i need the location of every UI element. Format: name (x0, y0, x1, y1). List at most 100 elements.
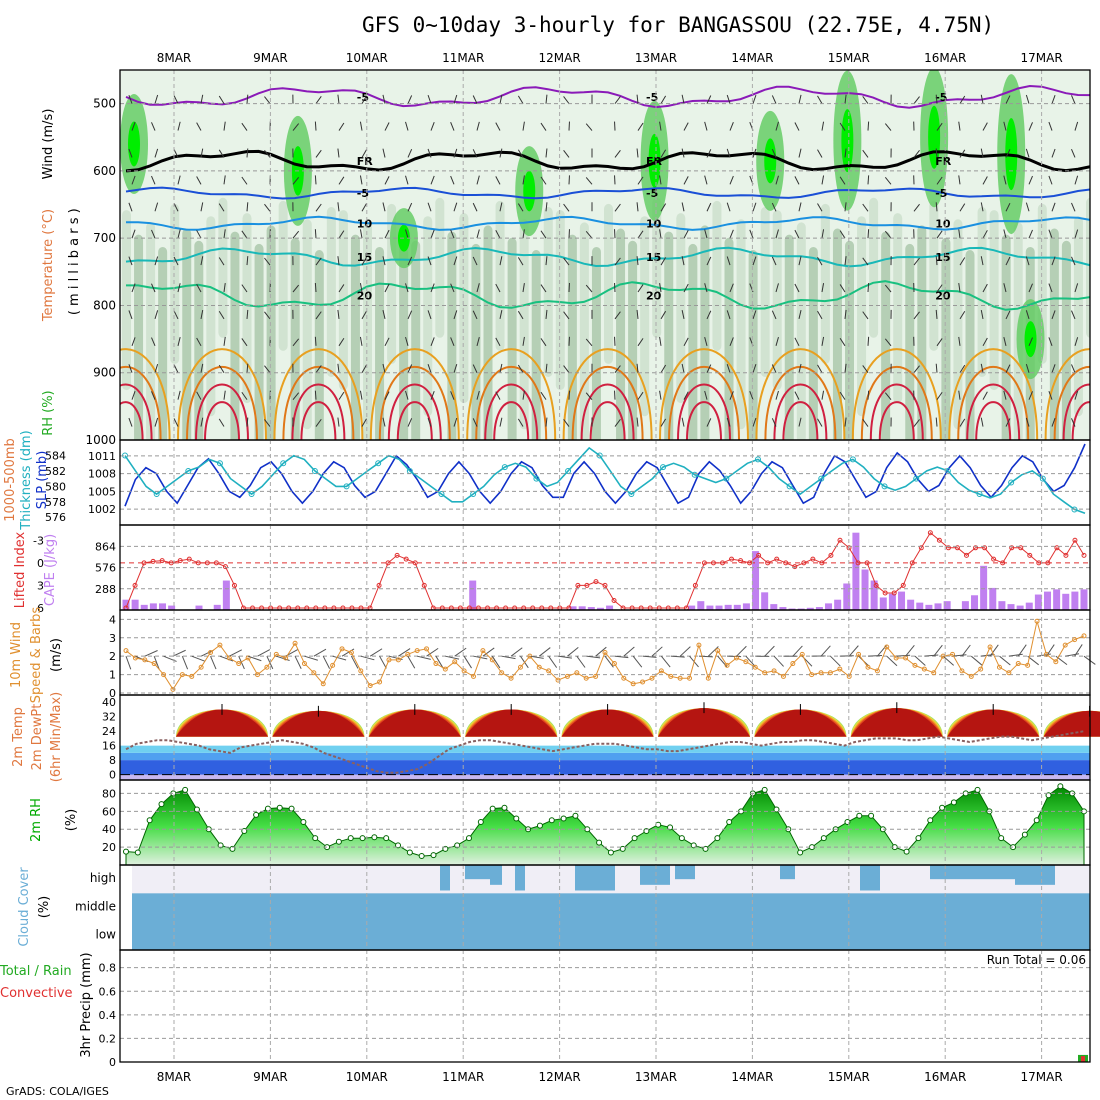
temp-tick-label: 24 (102, 725, 116, 738)
wind-barb (315, 149, 322, 158)
wind-barb (540, 338, 547, 347)
wind-barb (775, 283, 779, 293)
wind-barb (982, 283, 988, 293)
wind-speed-point (611, 661, 617, 667)
wind-barb (398, 648, 411, 657)
wind-barb (752, 417, 757, 427)
li-tick-label: -3 (33, 534, 44, 547)
wind-speed-point (1006, 670, 1012, 676)
wind-barb (1048, 229, 1053, 239)
wind-barb (576, 655, 586, 668)
cape-bar (606, 605, 614, 610)
wind-barb (1051, 417, 1056, 427)
rh2m-point (134, 849, 141, 856)
cloud-row-label: high (90, 871, 116, 885)
wind-barb (614, 96, 621, 104)
cape-bar (998, 601, 1006, 610)
wind-barb (1025, 202, 1030, 212)
rh-shading (194, 240, 204, 440)
slp-tick-label: 1008 (88, 468, 116, 481)
warm-isotherm (668, 366, 740, 440)
precip-axis-label: 3hr Precip (mm) (79, 952, 94, 1057)
wind-barb (817, 149, 823, 158)
wind-barb (729, 229, 734, 239)
wind-barb (844, 256, 847, 266)
wind-barb (958, 283, 961, 293)
wind-barb (128, 310, 133, 320)
wind-speed-point (658, 668, 664, 674)
wind-barb (337, 256, 340, 266)
warm-isotherm (773, 383, 828, 440)
thickness-point (660, 464, 667, 471)
wind-speed-point (348, 650, 354, 655)
rh-shading (314, 250, 324, 440)
wind-barb (817, 310, 823, 320)
wind-barb (196, 337, 202, 347)
wind-barb (681, 202, 685, 212)
wind-barb (1048, 175, 1053, 185)
rh2m-point (915, 835, 922, 842)
cloud-legend-label: Cloud Cover (17, 867, 32, 947)
wind-barb (359, 175, 363, 185)
wind-barb (246, 148, 249, 158)
wind-barb (862, 418, 869, 427)
wind-speed-point (339, 646, 345, 652)
wind-barb (246, 202, 249, 212)
thickness-tick-label: 582 (45, 465, 66, 478)
wind-barb (453, 364, 458, 373)
wind-barb (430, 175, 435, 185)
rh2m-point (643, 828, 650, 834)
rh-shading (977, 207, 987, 377)
wind-barb (241, 284, 248, 293)
wind-barb (862, 203, 869, 212)
wind-barb (151, 283, 156, 293)
rh-legend-label: 2m RH (29, 798, 44, 842)
wind-barb (501, 655, 516, 660)
wind-barb (407, 149, 413, 158)
lifted-index-point (394, 552, 400, 558)
wind-barb (660, 149, 667, 158)
wind-barb (958, 336, 961, 346)
cape-bar (122, 599, 130, 610)
warm-isotherm (291, 383, 346, 440)
wind-barb (704, 229, 708, 239)
wind-barb (314, 175, 317, 185)
wind-barb (1028, 283, 1033, 293)
wind-barb (264, 419, 271, 427)
wind-barb (683, 176, 689, 185)
rh2m-point (678, 835, 685, 842)
day-label-top: 14MAR (731, 51, 773, 65)
day-label-bottom: 11MAR (442, 1070, 484, 1084)
wind-barb (246, 94, 249, 104)
day-label-top: 10MAR (346, 51, 388, 65)
wind-speed-point (752, 664, 758, 670)
wind-barb (314, 336, 317, 346)
wind-barb (844, 148, 847, 158)
wind-barb (1025, 417, 1030, 427)
wind-speed-point (564, 673, 570, 679)
wind-tick-label: 0 (109, 687, 116, 700)
rh-shading (808, 246, 818, 440)
rh-shading (917, 225, 927, 440)
wind-barb (338, 176, 345, 185)
wind-barb (545, 417, 548, 427)
warm-isotherm (948, 348, 1039, 440)
wind-speed-point (987, 644, 993, 650)
series-slp (124, 443, 1086, 507)
wind-speed-point (649, 675, 655, 681)
wind-speed-point (367, 683, 373, 689)
wind-barb (495, 391, 501, 400)
rh-bright-area (128, 121, 140, 167)
rh2m-point (773, 806, 780, 813)
thickness-point (849, 456, 856, 463)
wind-barb (970, 655, 983, 666)
wind-speed-point (461, 668, 467, 674)
rh2m-point (927, 817, 934, 824)
isotherm-label: 20 (646, 289, 662, 302)
wind-speed-point (968, 673, 974, 679)
wind-barb (726, 94, 731, 104)
cape-bar (861, 569, 869, 610)
isotherm-label: 10 (357, 217, 373, 230)
temp-tick-label: 0 (109, 769, 116, 782)
wind-barb (942, 655, 955, 666)
